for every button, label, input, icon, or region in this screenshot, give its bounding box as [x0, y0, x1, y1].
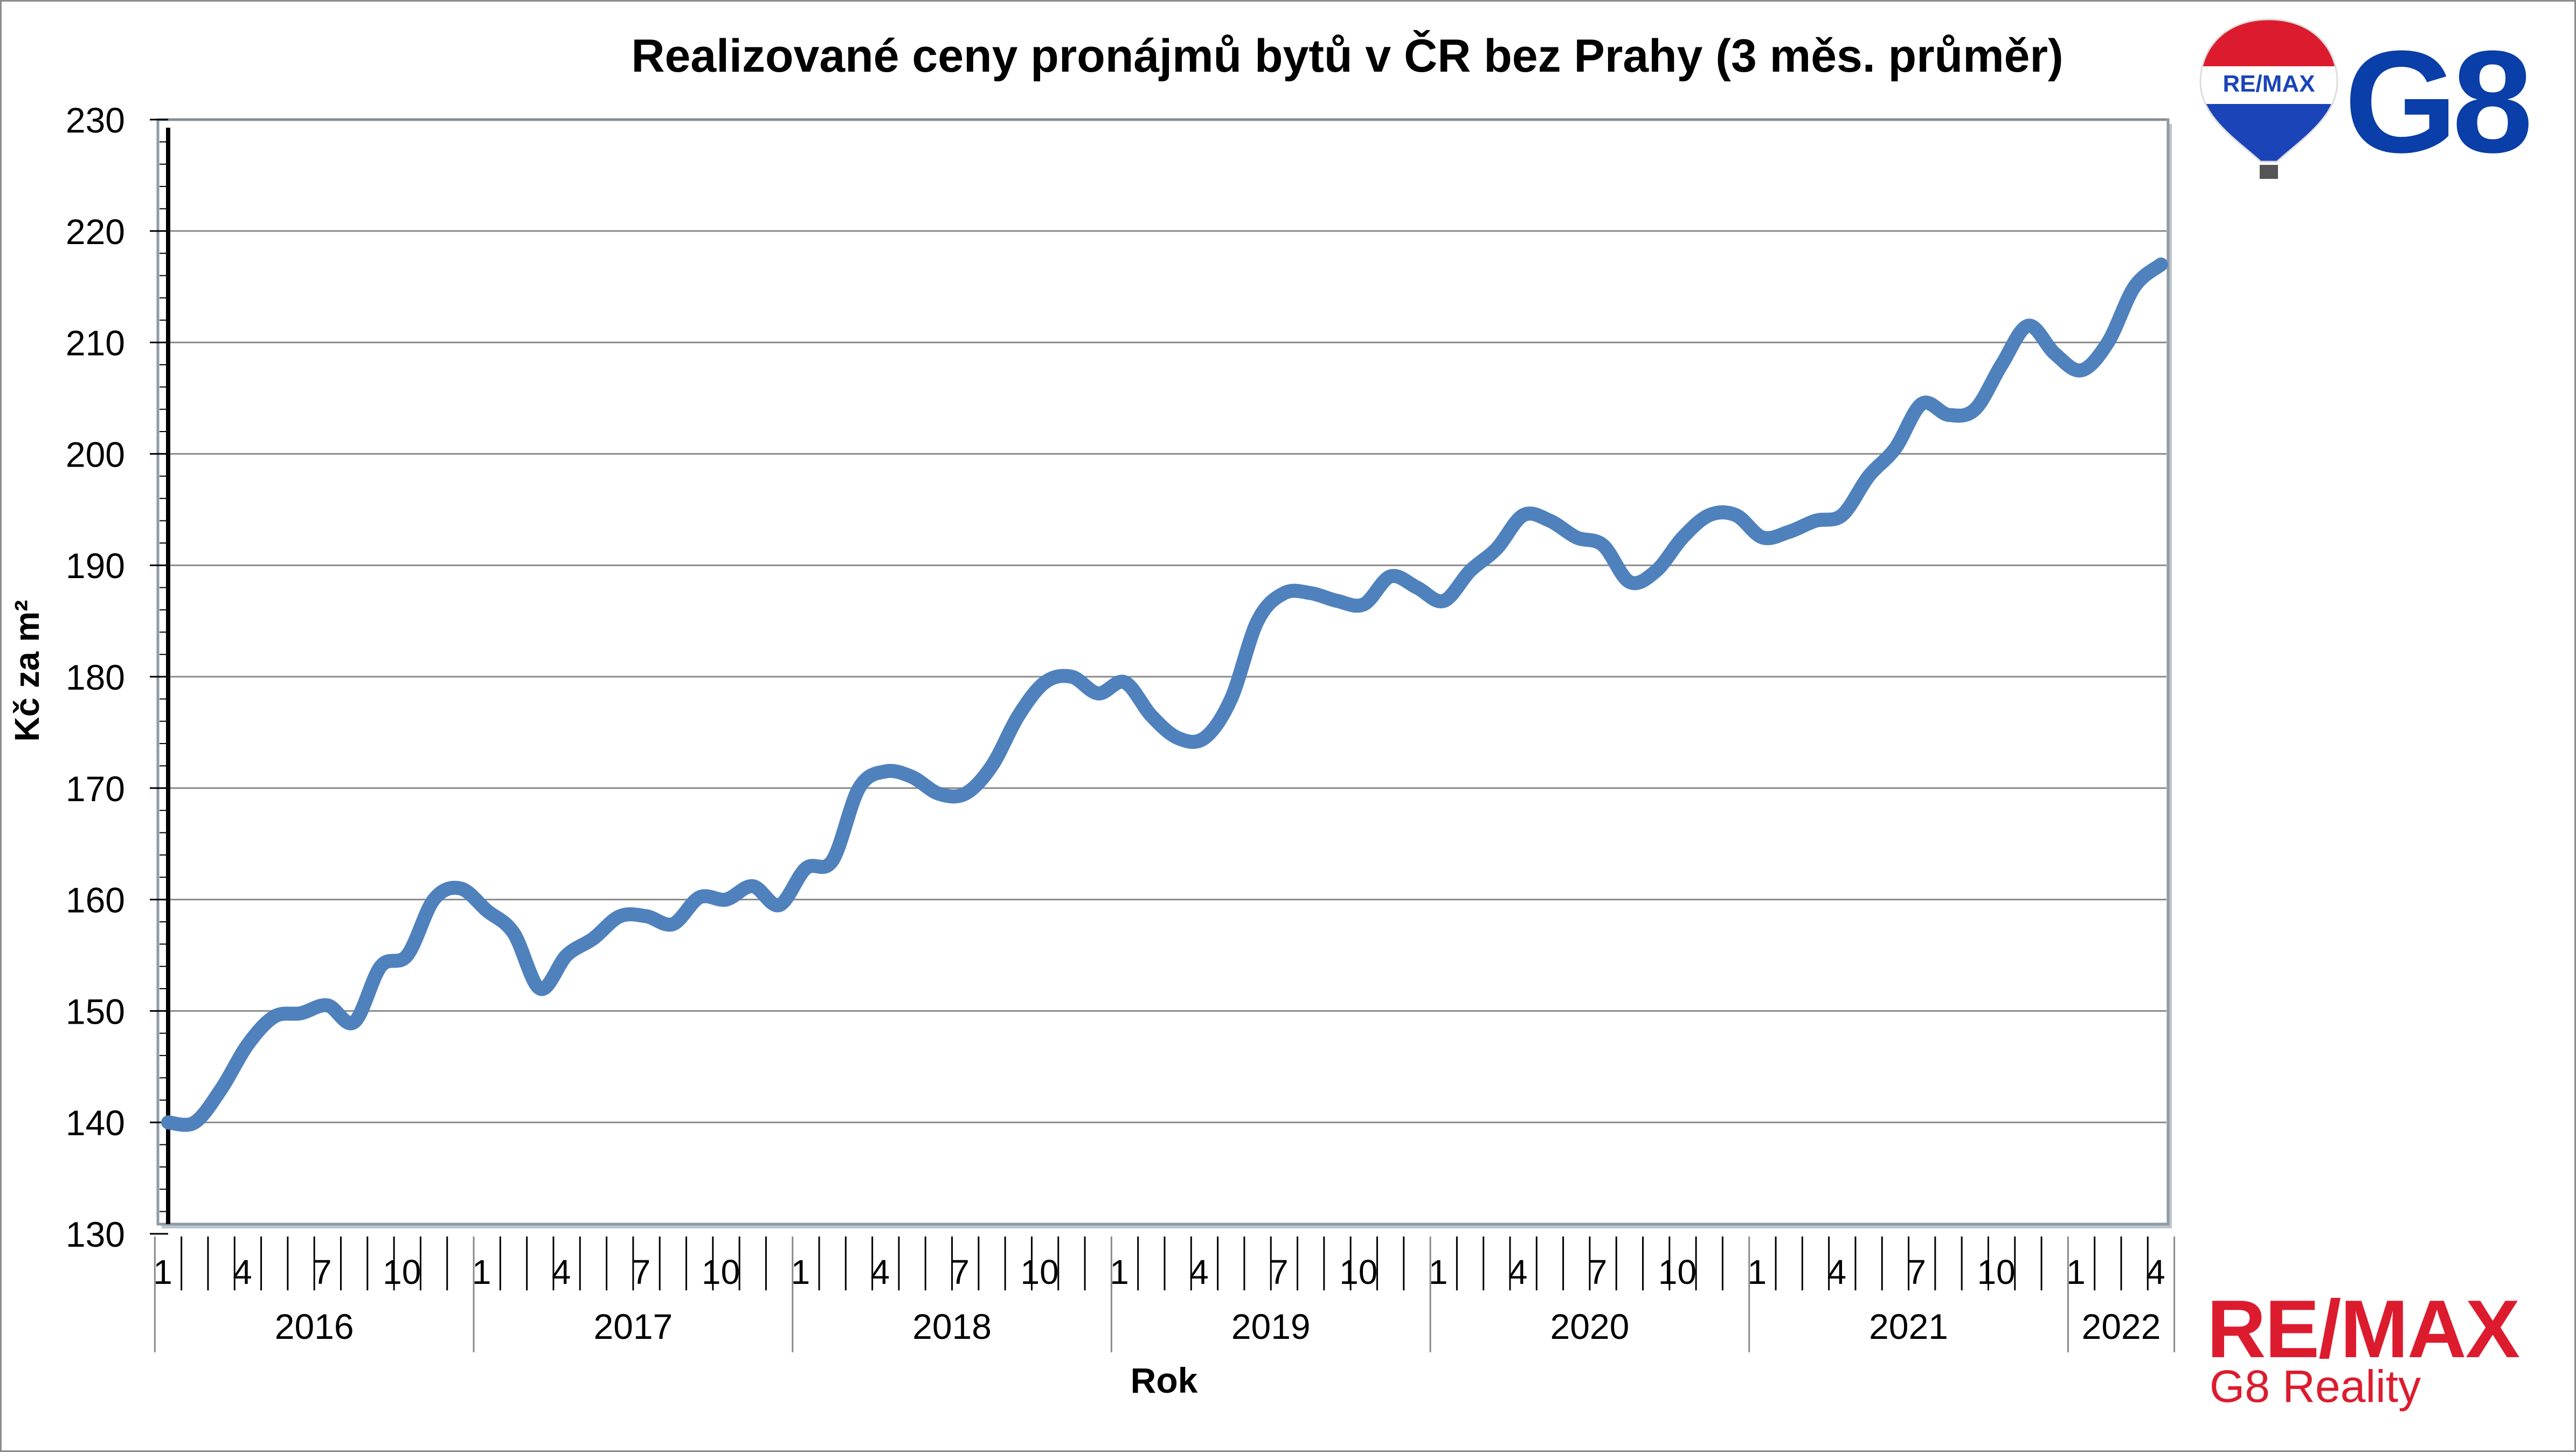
remax-balloon-logo: RE/MAX	[2199, 18, 2338, 179]
y-axis-ticks: 130 140 150 160 170 180 190 200 210 220 230	[66, 100, 168, 1254]
x-year-label: 2018	[912, 1307, 992, 1346]
x-month-label: 7	[1907, 1253, 1926, 1291]
x-month-label: 7	[1269, 1253, 1289, 1291]
x-year-label: 2019	[1231, 1307, 1311, 1346]
x-axis-ticks: 1 4 7 10 1 4 7 10 1 4 7 10 1 4 7 10 1 4 7 10 1 4 7 10 1 4 2016 2017…	[153, 1236, 2176, 1352]
y-tick-label: 180	[66, 657, 125, 697]
x-year-label: 2020	[1550, 1307, 1629, 1346]
x-axis-label: Rok	[1131, 1360, 1198, 1400]
plot-area	[156, 118, 2170, 1226]
x-month-label: 4	[1508, 1253, 1528, 1291]
g8-logo: G8	[2344, 21, 2533, 183]
company-name: G8 Reality	[2210, 1361, 2421, 1412]
x-month-label: 4	[1189, 1253, 1209, 1291]
y-tick-label: 130	[66, 1214, 125, 1254]
x-month-label: 4	[552, 1253, 571, 1291]
x-year-label: 2017	[593, 1307, 673, 1346]
x-month-label: 10	[1977, 1253, 2016, 1291]
x-year-label: 2016	[275, 1307, 354, 1346]
y-tick-label: 160	[66, 880, 125, 920]
y-tick-label: 200	[66, 434, 125, 474]
x-month-label: 1	[1110, 1253, 1129, 1291]
balloon-brand-text: RE/MAX	[2222, 71, 2315, 97]
y-tick-label: 140	[66, 1103, 125, 1143]
x-month-label: 4	[1827, 1253, 1847, 1291]
remax-logo: RE/MAX	[2207, 1283, 2520, 1375]
y-tick-label: 210	[66, 323, 125, 363]
x-month-label: 4	[233, 1253, 252, 1291]
x-month-label: 1	[472, 1253, 491, 1291]
x-month-label: 10	[383, 1253, 421, 1291]
y-tick-label: 230	[66, 100, 125, 140]
x-month-label: 4	[2146, 1253, 2165, 1291]
y-tick-label: 220	[66, 212, 125, 252]
y-tick-label: 170	[66, 769, 125, 809]
x-month-label: 1	[791, 1253, 811, 1291]
x-month-label: 7	[950, 1253, 970, 1291]
x-month-label: 1	[1429, 1253, 1448, 1291]
y-axis-label: Kč za m²	[8, 600, 46, 741]
y-tick-label: 150	[66, 991, 125, 1031]
series-line	[161, 257, 2168, 1132]
chart-title: Realizované ceny pronájmů bytů v ČR bez …	[631, 30, 2063, 82]
x-month-label: 1	[1748, 1253, 1767, 1291]
x-month-label: 4	[870, 1253, 890, 1291]
y-tick-label: 190	[66, 546, 125, 586]
x-year-label: 2021	[1869, 1307, 1948, 1346]
x-month-label: 1	[153, 1253, 172, 1291]
x-month-label: 10	[702, 1253, 740, 1291]
x-year-label: 2022	[2082, 1307, 2161, 1346]
x-month-label: 10	[1658, 1253, 1696, 1291]
x-month-label: 7	[1588, 1253, 1608, 1291]
x-month-label: 10	[1339, 1253, 1377, 1291]
x-month-label: 7	[632, 1253, 651, 1291]
x-month-label: 10	[1021, 1253, 1059, 1291]
gridlines	[168, 119, 2166, 1123]
x-month-label: 7	[313, 1253, 332, 1291]
x-month-label: 1	[2066, 1253, 2086, 1291]
